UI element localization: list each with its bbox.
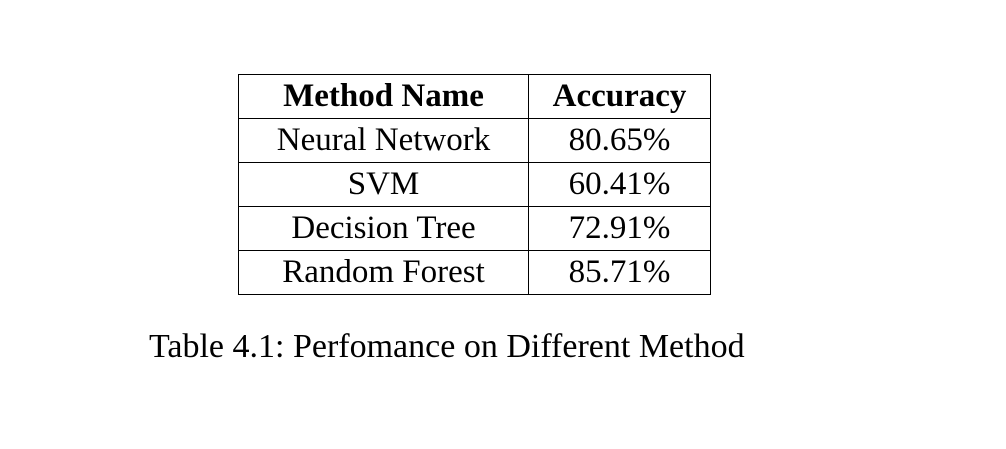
accuracy-cell: 85.71% <box>528 250 711 295</box>
method-cell: Decision Tree <box>238 206 529 251</box>
method-cell: SVM <box>238 162 529 207</box>
accuracy-cell: 80.65% <box>528 118 711 163</box>
table-row: Decision Tree 72.91% <box>238 206 711 251</box>
header-accuracy: Accuracy <box>528 74 711 119</box>
method-cell: Random Forest <box>238 250 529 295</box>
header-method-name: Method Name <box>238 74 529 119</box>
method-cell: Neural Network <box>238 118 529 163</box>
table-row: Random Forest 85.71% <box>238 250 711 295</box>
table-row: Neural Network 80.65% <box>238 118 711 163</box>
table-row: SVM 60.41% <box>238 162 711 207</box>
accuracy-cell: 72.91% <box>528 206 711 251</box>
accuracy-cell: 60.41% <box>528 162 711 207</box>
table-caption: Table 4.1: Perfomance on Different Metho… <box>149 328 745 365</box>
table-header-row: Method Name Accuracy <box>238 74 711 119</box>
performance-table: Method Name Accuracy Neural Network 80.6… <box>238 74 711 295</box>
